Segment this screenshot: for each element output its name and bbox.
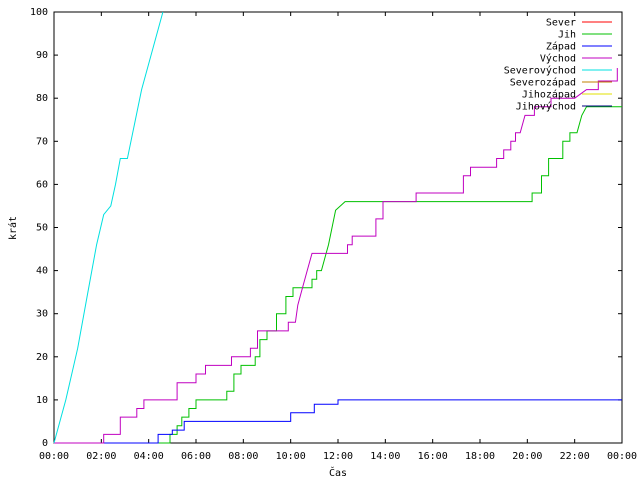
- legend-label: Jih: [558, 30, 576, 41]
- series-line-západ: [54, 399, 622, 444]
- x-tick-label: 12:00: [323, 451, 353, 462]
- x-tick-label: 22:00: [560, 451, 590, 462]
- y-tick-label: 80: [36, 93, 48, 104]
- x-axis-label: Čas: [329, 466, 347, 479]
- y-tick-label: 90: [36, 50, 48, 61]
- series-line-jih: [54, 106, 622, 444]
- series-layer: [53, 11, 622, 444]
- axis-ticks: 0 10 20 30 40 50 60 70 80 90 100 00:00 02:00 04:00 06:…: [30, 7, 637, 462]
- x-tick-label: 02:00: [86, 451, 116, 462]
- x-tick-label: 00:00: [607, 451, 637, 462]
- x-tick-label: 08:00: [228, 451, 258, 462]
- legend-label: Severozápad: [510, 77, 576, 89]
- legend-label: Severovýchod: [504, 65, 576, 77]
- y-tick-label: 10: [36, 395, 48, 406]
- x-tick-label: 00:00: [39, 451, 69, 462]
- y-tick-label: 40: [36, 266, 48, 277]
- x-tick-label: 14:00: [370, 451, 400, 462]
- series-line-severovýchod: [53, 11, 164, 444]
- x-tick-label: 04:00: [134, 451, 164, 462]
- y-tick-label: 30: [36, 309, 48, 320]
- x-tick-label: 06:00: [181, 451, 211, 462]
- y-axis-label: krát: [7, 216, 19, 240]
- y-tick-label: 60: [36, 179, 48, 190]
- y-tick-label: 20: [36, 352, 48, 363]
- x-tick-label: 20:00: [512, 451, 542, 462]
- x-tick-label: 16:00: [418, 451, 448, 462]
- legend-label: Sever: [546, 18, 576, 29]
- legend: SeverJihZápadVýchodSeverovýchodSeverozáp…: [504, 18, 612, 113]
- y-tick-label: 50: [36, 223, 48, 234]
- y-tick-label: 100: [30, 7, 48, 18]
- legend-label: Východ: [540, 53, 576, 65]
- y-tick-label: 70: [36, 136, 48, 147]
- series-line-východ: [54, 68, 618, 444]
- x-tick-label: 18:00: [465, 451, 495, 462]
- legend-label: Západ: [546, 41, 576, 53]
- legend-label: Jihozápad: [522, 89, 576, 101]
- y-tick-label: 0: [42, 438, 48, 449]
- x-tick-label: 10:00: [276, 451, 306, 462]
- legend-label: Jihovýchod: [516, 101, 576, 113]
